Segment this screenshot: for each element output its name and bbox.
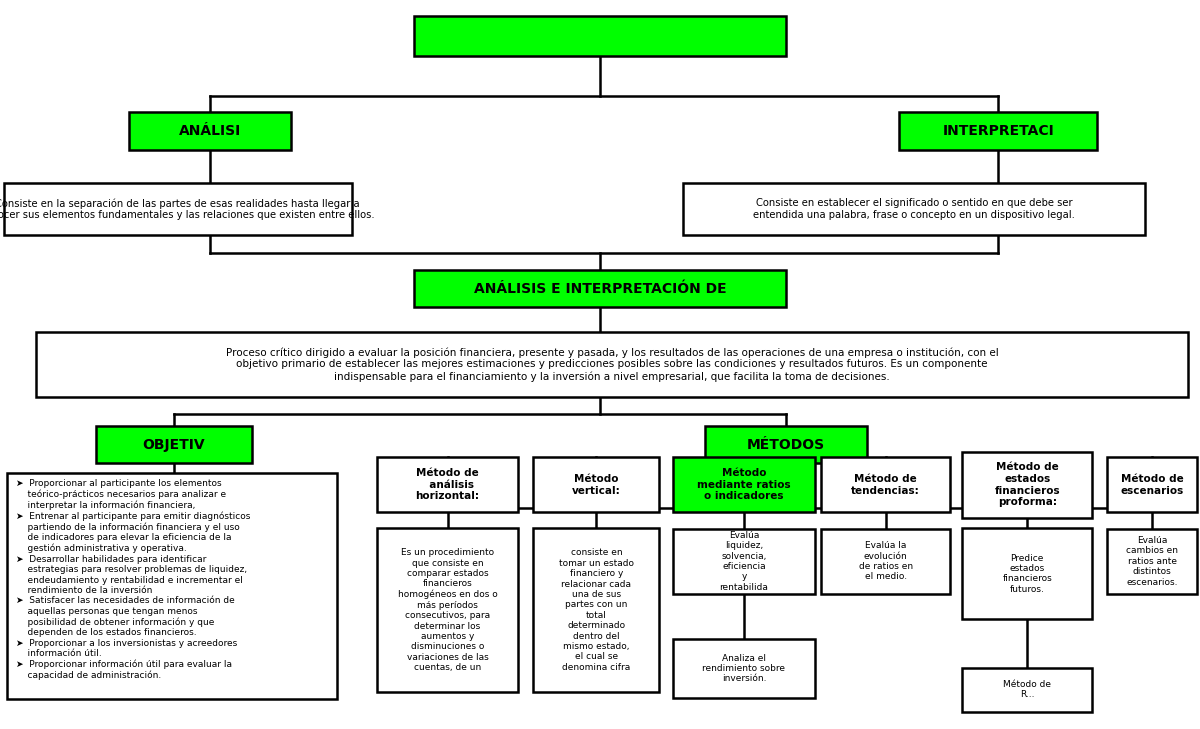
FancyBboxPatch shape [128,112,292,150]
Text: ANÁLISI: ANÁLISI [179,124,241,139]
Text: ANÁLISIS E INTERPRETACIÓN DE: ANÁLISIS E INTERPRETACIÓN DE [474,281,726,296]
FancyBboxPatch shape [1108,529,1198,594]
FancyBboxPatch shape [377,458,518,512]
FancyBboxPatch shape [821,529,950,594]
Text: Analiza el
rendimiento sobre
inversión.: Analiza el rendimiento sobre inversión. [702,654,786,683]
FancyBboxPatch shape [533,528,660,693]
Text: Es un procedimiento
que consiste en
comparar estados
financieros
homogéneos en d: Es un procedimiento que consiste en comp… [397,548,498,672]
FancyBboxPatch shape [706,426,866,463]
Text: consiste en
tomar un estado
financiero y
relacionar cada
una de sus
partes con u: consiste en tomar un estado financiero y… [559,548,634,672]
Text: OBJETIV: OBJETIV [143,437,205,452]
FancyBboxPatch shape [4,183,352,235]
FancyBboxPatch shape [36,332,1188,397]
Text: Consiste en la separación de las partes de esas realidades hasta llegar a
conoce: Consiste en la separación de las partes … [0,198,374,220]
FancyBboxPatch shape [414,270,786,307]
Text: Método de
tendencias:: Método de tendencias: [851,474,920,496]
FancyBboxPatch shape [900,112,1097,150]
Text: Método de
  análisis
horizontal:: Método de análisis horizontal: [415,468,480,502]
Text: Método de
escenarios: Método de escenarios [1121,474,1183,496]
Text: Método de
R...: Método de R... [1003,680,1051,699]
Text: Método
mediante ratios
o indicadores: Método mediante ratios o indicadores [697,468,791,502]
FancyBboxPatch shape [96,426,252,463]
FancyBboxPatch shape [533,458,660,512]
FancyBboxPatch shape [673,458,815,512]
Text: Evalúa
liquidez,
solvencia,
eficiencia
y
rentabilida: Evalúa liquidez, solvencia, eficiencia y… [720,531,768,592]
FancyBboxPatch shape [1108,458,1198,512]
FancyBboxPatch shape [6,473,336,699]
Text: Evalúa
cambios en
ratios ante
distintos
escenarios.: Evalúa cambios en ratios ante distintos … [1126,536,1178,587]
FancyBboxPatch shape [673,639,815,698]
FancyBboxPatch shape [962,452,1092,518]
FancyBboxPatch shape [673,529,815,594]
FancyBboxPatch shape [821,458,950,512]
Text: INTERPRETACI: INTERPRETACI [942,124,1055,139]
Text: ➤  Proporcionar al participante los elementos
    teórico-prácticos necesarios p: ➤ Proporcionar al participante los eleme… [16,479,251,680]
Text: MÉTODOS: MÉTODOS [746,437,826,452]
FancyBboxPatch shape [962,668,1092,712]
Text: Consiste en establecer el significado o sentido en que debe ser
entendida una pa: Consiste en establecer el significado o … [754,198,1075,220]
Text: Método de
estados
financieros
proforma:: Método de estados financieros proforma: [995,462,1060,507]
FancyBboxPatch shape [962,528,1092,620]
Text: Predice
estados
financieros
futuros.: Predice estados financieros futuros. [1002,553,1052,594]
Text: Evalúa la
evolución
de ratios en
el medio.: Evalúa la evolución de ratios en el medi… [858,541,913,582]
FancyBboxPatch shape [377,528,518,693]
FancyBboxPatch shape [684,183,1146,235]
Text: Método
vertical:: Método vertical: [572,474,620,496]
FancyBboxPatch shape [414,16,786,56]
Text: Proceso crítico dirigido a evaluar la posición financiera, presente y pasada, y : Proceso crítico dirigido a evaluar la po… [226,347,998,382]
